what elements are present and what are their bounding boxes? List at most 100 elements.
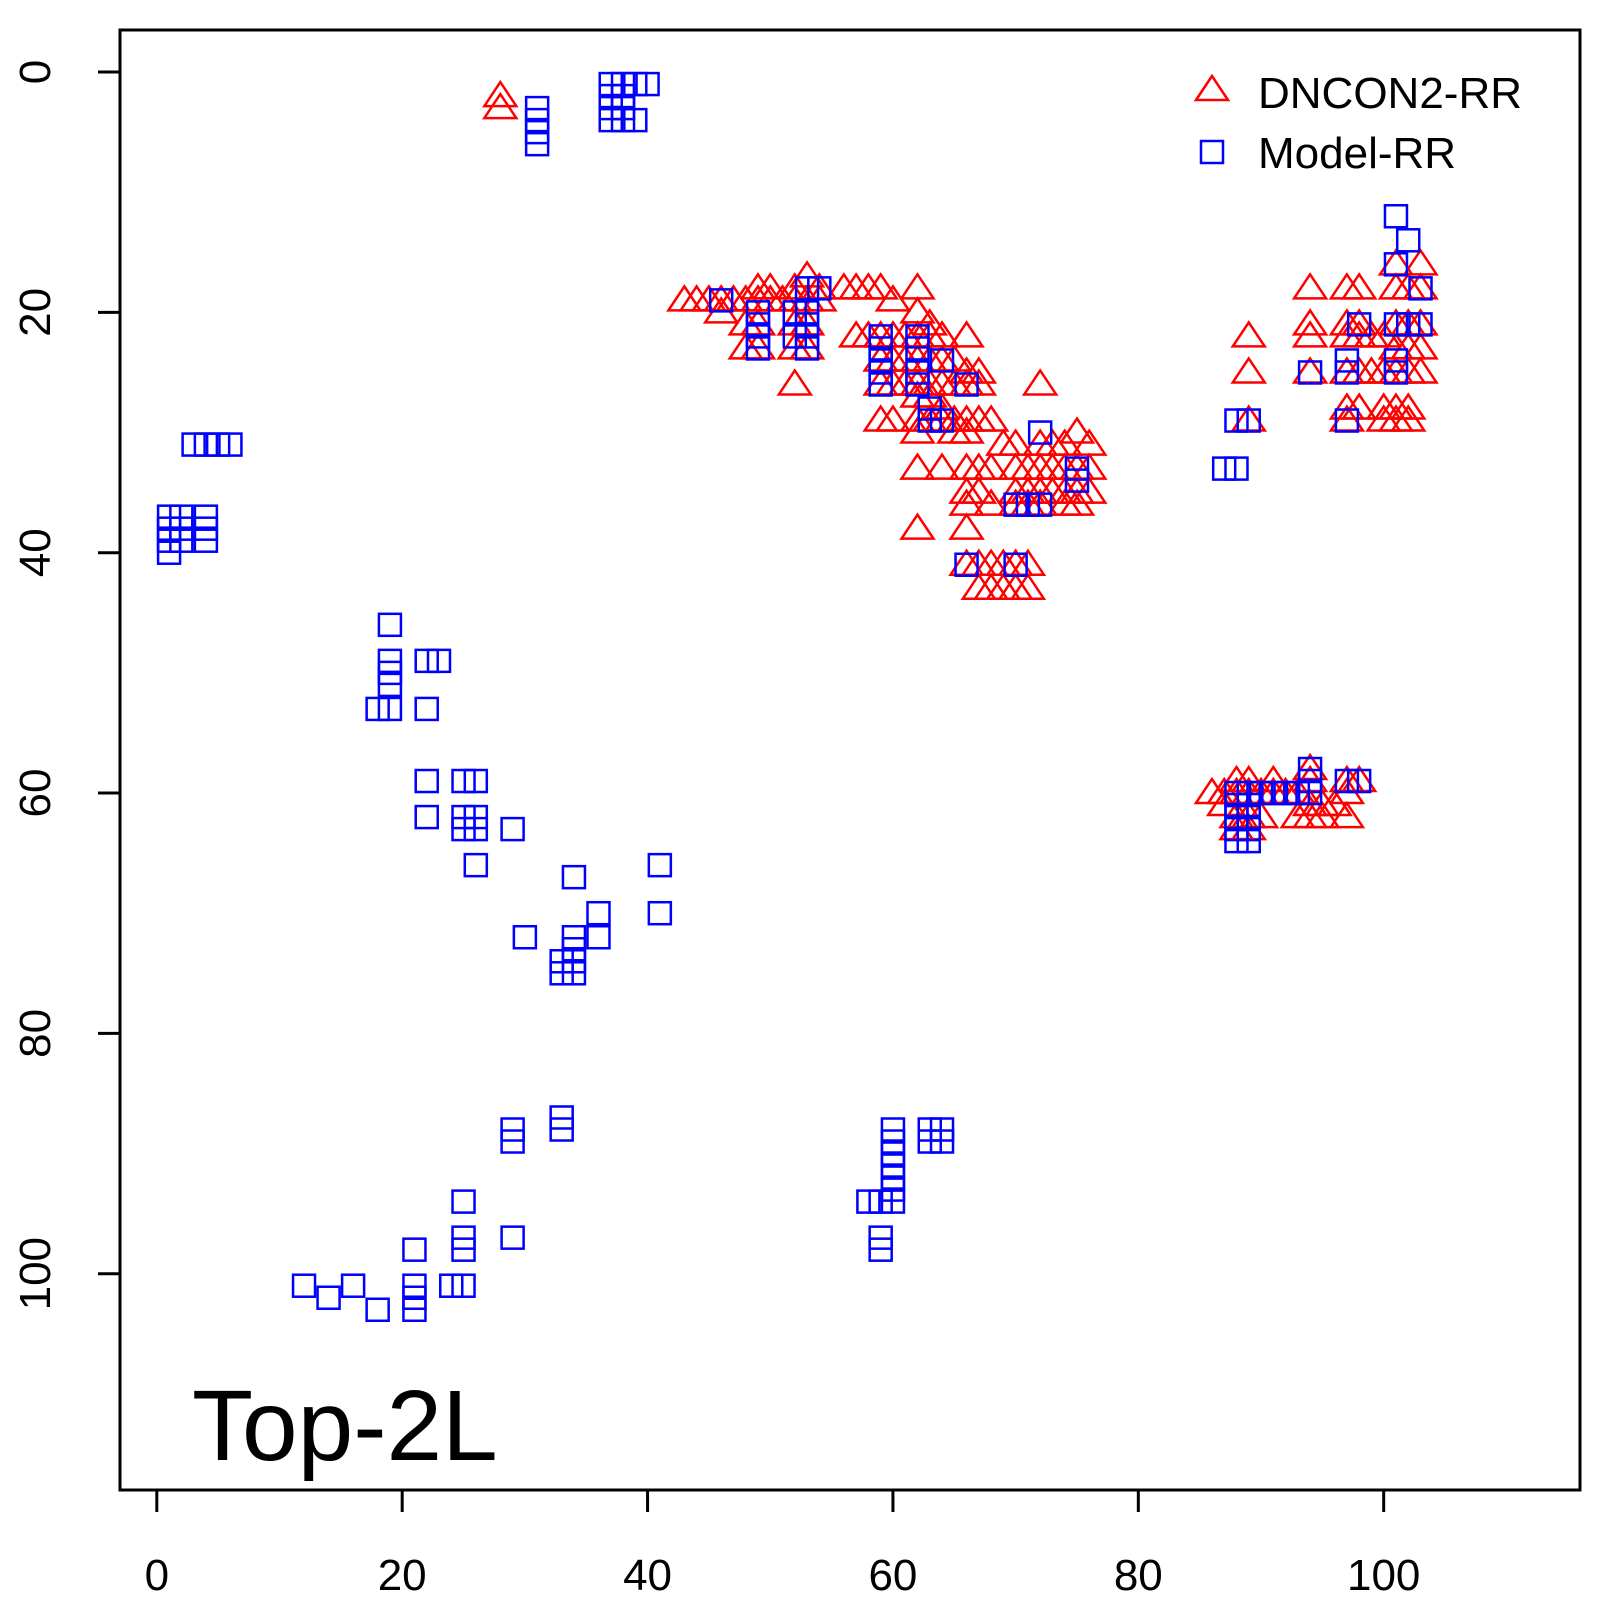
square-point [1334, 360, 1360, 385]
square-point [1334, 408, 1360, 433]
square-point [1261, 780, 1286, 806]
square-point [807, 276, 832, 301]
square-point [586, 900, 611, 926]
square-point [880, 1189, 906, 1214]
legend-label: DNCON2-RR [1258, 69, 1522, 118]
square-point [414, 696, 439, 722]
square-point [868, 1237, 893, 1262]
triangle-point [1340, 272, 1378, 300]
square-point [156, 540, 182, 565]
triangle-point [972, 404, 1010, 432]
square-point [1383, 312, 1409, 337]
triangle-point [874, 404, 912, 432]
triangle-point [923, 452, 961, 480]
square-point [1224, 408, 1249, 433]
triangle-point [1340, 392, 1378, 420]
panel-annotation: Top-2L [192, 1370, 498, 1482]
triangle-point [972, 452, 1010, 480]
square-point [414, 804, 439, 830]
square-point [868, 1189, 893, 1214]
y-axis: 0 20 40 60 80 100 [11, 60, 122, 1310]
series-DNCON2-RR [482, 79, 1439, 841]
triangle-point [751, 272, 789, 300]
square-point [1236, 408, 1261, 433]
square-point [954, 552, 979, 577]
x-tick-label: 20 [378, 1551, 427, 1600]
square-point [451, 768, 476, 794]
triangle-point [960, 476, 998, 504]
triangle-point [1389, 392, 1427, 420]
square-point [954, 372, 979, 397]
triangle-point [948, 416, 985, 444]
square-point [1027, 420, 1053, 445]
square-point [377, 696, 403, 722]
square-point [1297, 780, 1323, 806]
triangle-point [1009, 572, 1047, 601]
x-tick-label: 80 [1114, 1551, 1163, 1600]
square-point [905, 336, 930, 361]
triangle-point [899, 512, 936, 540]
triangle-point [1291, 272, 1329, 300]
x-axis: 0 20 40 60 80 100 [145, 1488, 1420, 1600]
x-tick-label: 40 [623, 1551, 672, 1600]
square-point [1395, 228, 1421, 253]
triangle-point [1021, 368, 1059, 396]
plot-area-frame [118, 28, 1582, 1492]
square-point [365, 1297, 390, 1323]
square-point [1334, 768, 1360, 794]
x-tick-label: 0 [145, 1551, 169, 1600]
square-point [500, 1129, 525, 1154]
square-point [365, 696, 390, 722]
legend: DNCON2-RR Model-RR [1193, 69, 1522, 178]
square-point [868, 372, 893, 397]
triangle-point [482, 91, 519, 120]
square-point [794, 276, 820, 301]
square-point [426, 648, 452, 674]
triangle-point [482, 79, 519, 108]
square-point [929, 1129, 955, 1154]
square-point [1003, 552, 1028, 577]
square-point [1297, 360, 1323, 385]
square-point [1236, 828, 1261, 854]
square-point [500, 1225, 525, 1250]
square-point [1273, 780, 1298, 806]
y-tick-label: 40 [11, 528, 60, 577]
square-point [635, 71, 660, 97]
legend-triangle-icon [1193, 73, 1231, 102]
square-point [377, 672, 403, 698]
square-point [856, 1189, 881, 1214]
square-point [1027, 492, 1053, 517]
y-tick-label: 0 [11, 60, 60, 84]
square-point [1015, 492, 1041, 517]
square-point [439, 1273, 464, 1298]
square-point [181, 432, 206, 457]
data-points [156, 71, 1439, 1323]
square-point [377, 612, 403, 638]
square-point [463, 768, 489, 794]
triangle-point [1230, 356, 1268, 384]
square-point [745, 336, 771, 361]
square-point [1346, 312, 1372, 337]
square-point [316, 1285, 341, 1310]
triangle-point [1230, 764, 1268, 793]
triangle-point [1291, 308, 1329, 336]
triangle-point [948, 512, 985, 540]
square-point [451, 1273, 476, 1298]
square-point [610, 107, 636, 133]
series-Model-RR [156, 71, 1433, 1323]
triangle-point [899, 272, 936, 300]
square-point [929, 348, 955, 373]
square-point [500, 816, 525, 842]
triangle-point [911, 308, 949, 336]
square-point [1408, 276, 1433, 301]
square-point [929, 408, 955, 433]
square-point [512, 924, 538, 950]
triangle-point [1402, 356, 1439, 384]
square-point [647, 900, 673, 926]
square-point [917, 408, 942, 433]
square-point [463, 816, 489, 842]
triangle-point [1389, 404, 1427, 432]
triangle-point [788, 260, 826, 288]
triangle-point [862, 272, 900, 300]
